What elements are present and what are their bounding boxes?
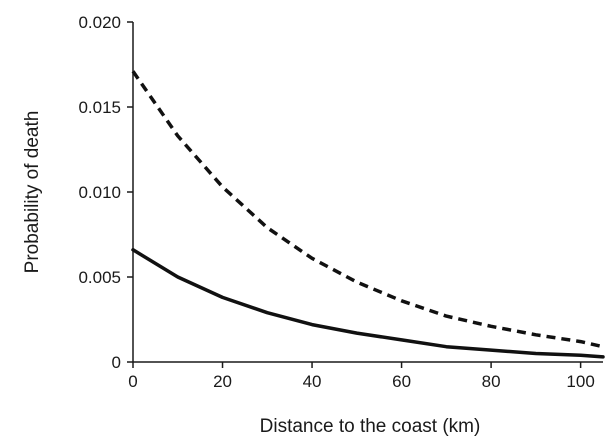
y-ticks: 0 0.005 0.010 0.015 0.020 [78, 13, 133, 372]
x-axis-title: Distance to the coast (km) [260, 416, 481, 437]
x-tick-label: 20 [213, 372, 232, 391]
series-layer [131, 70, 605, 359]
dashed-series-line [131, 70, 604, 349]
y-axis-title: Probability of death [22, 111, 43, 274]
y-tick-label: 0.015 [78, 98, 121, 117]
y-tick-label: 0.020 [78, 13, 121, 32]
x-tick-label: 80 [482, 372, 501, 391]
axes [132, 22, 603, 363]
x-tick-label: 100 [566, 372, 594, 391]
x-ticks: 0 20 40 60 80 100 [128, 362, 595, 391]
solid-series-line [131, 248, 605, 359]
x-tick-label: 0 [128, 372, 137, 391]
y-tick-label: 0 [112, 353, 121, 372]
x-tick-label: 60 [392, 372, 411, 391]
x-tick-label: 40 [303, 372, 322, 391]
y-tick-label: 0.010 [78, 183, 121, 202]
y-tick-label: 0.005 [78, 268, 121, 287]
